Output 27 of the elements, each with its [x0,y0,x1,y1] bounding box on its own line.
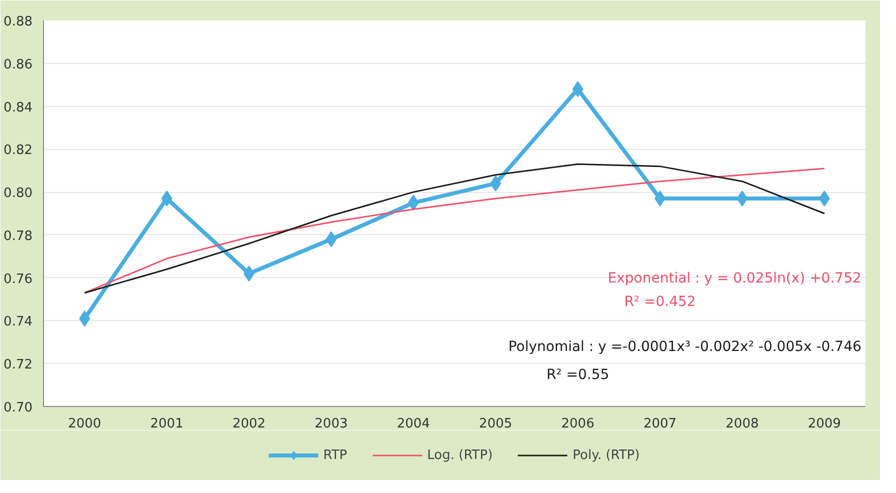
annotation: R² =0.55 [546,366,610,383]
x-tick-label: 2003 [314,416,348,432]
x-tick-label: 2004 [396,416,430,432]
x-tick-label: 2007 [643,416,677,432]
legend-label: Poly. (RTP) [572,448,640,462]
y-tick-label: 0.84 [4,100,33,116]
x-tick-label: 2006 [561,416,594,432]
y-tick-label: 0.74 [4,314,33,330]
y-tick-label: 0.72 [4,358,33,373]
annotation: Exponential : y = 0.025ln(x) +0.752 [608,270,862,286]
x-tick-label: 2002 [232,416,266,432]
y-tick-label: 0.88 [4,14,33,30]
x-tick-label: 2008 [726,416,759,432]
x-tick-label: 2000 [68,416,102,432]
legend-label: RTP [323,448,348,462]
x-tick-label: 2005 [479,416,512,432]
y-tick-label: 0.70 [4,400,33,416]
x-tick-label: 2001 [150,416,184,432]
y-tick-label: 0.76 [4,272,33,287]
y-tick-label: 0.86 [4,57,33,72]
y-tick-label: 0.80 [4,186,33,202]
y-tick-label: 0.78 [4,228,33,244]
annotation: R² =0.452 [624,294,696,310]
legend-label: Log. (RTP) [427,448,493,462]
y-tick-label: 0.82 [4,143,33,158]
x-tick-label: 2009 [808,416,841,432]
annotation: Polynomial : y =-0.0001x³ -0.002x² -0.005x -0.746 [508,339,862,356]
